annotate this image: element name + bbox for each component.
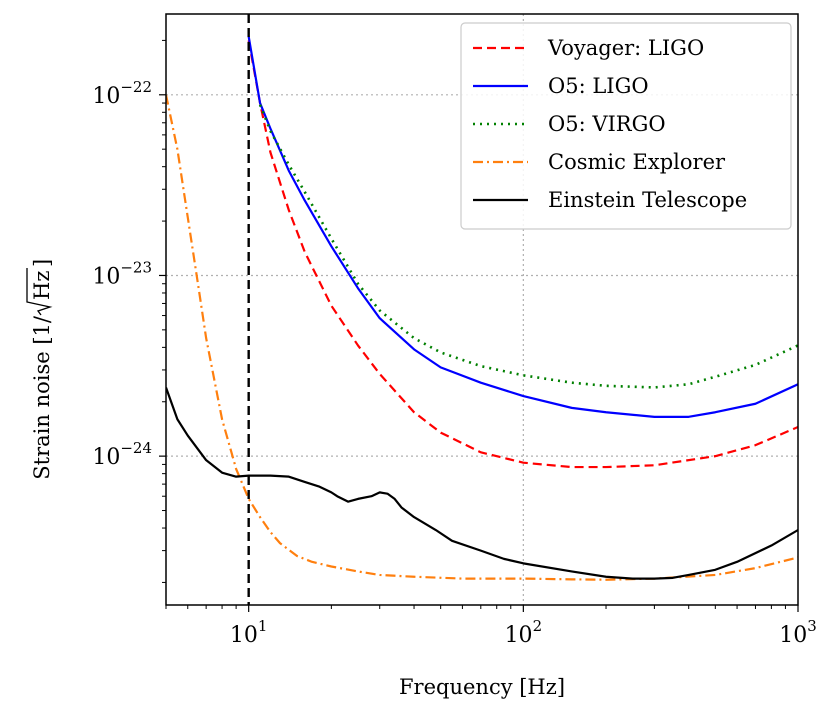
legend-entry-0: Voyager: LIGO [473, 36, 704, 60]
x-tick-label: 102 [505, 617, 543, 648]
x-tick-label: 101 [230, 617, 268, 648]
y-tick-label: 10−23 [92, 258, 152, 289]
legend-entry-3: Cosmic Explorer [473, 150, 726, 174]
plot-frame [165, 13, 799, 606]
legend-entries: Voyager: LIGO O5: LIGO O5: VIRGO Cosmic Exp… [473, 36, 747, 212]
x-axis-label: Frequency [Hz] [399, 675, 565, 699]
y-tick-label: 10−22 [92, 78, 152, 109]
legend-label: Voyager: LIGO [547, 36, 704, 60]
legend-entry-4: Einstein Telescope [473, 188, 747, 212]
legend-label: O5: VIRGO [548, 112, 666, 136]
series-line-4 [166, 387, 798, 580]
y-tick-label: 10−24 [92, 439, 152, 470]
legend-label: Einstein Telescope [548, 188, 747, 212]
y-axis-label-suffix: ] [30, 259, 54, 267]
series-line-3 [166, 94, 798, 581]
sqrt-radical-icon [26, 268, 53, 316]
series-layer [166, 36, 798, 581]
ticks-layer: 101 102 103 10−24 10−23 10−22 [92, 39, 817, 648]
series-line-0 [247, 40, 798, 469]
y-axis-label-prefix: Strain noise [1/ [30, 315, 54, 480]
y-axis-label: Strain noise [1/ Hz ] [26, 259, 54, 480]
series-line-1 [247, 36, 798, 418]
y-axis-label-sqrt-term: Hz [30, 271, 54, 300]
legend-entry-1: O5: LIGO [473, 74, 649, 98]
legend-entry-2: O5: VIRGO [473, 112, 666, 136]
legend-label: Cosmic Explorer [548, 150, 726, 174]
series-line-2 [258, 104, 798, 389]
legend: Voyager: LIGO O5: LIGO O5: VIRGO Cosmic Exp… [460, 22, 792, 230]
x-tick-label: 103 [779, 617, 817, 648]
legend-box [460, 22, 792, 230]
legend-label: O5: LIGO [548, 74, 649, 98]
